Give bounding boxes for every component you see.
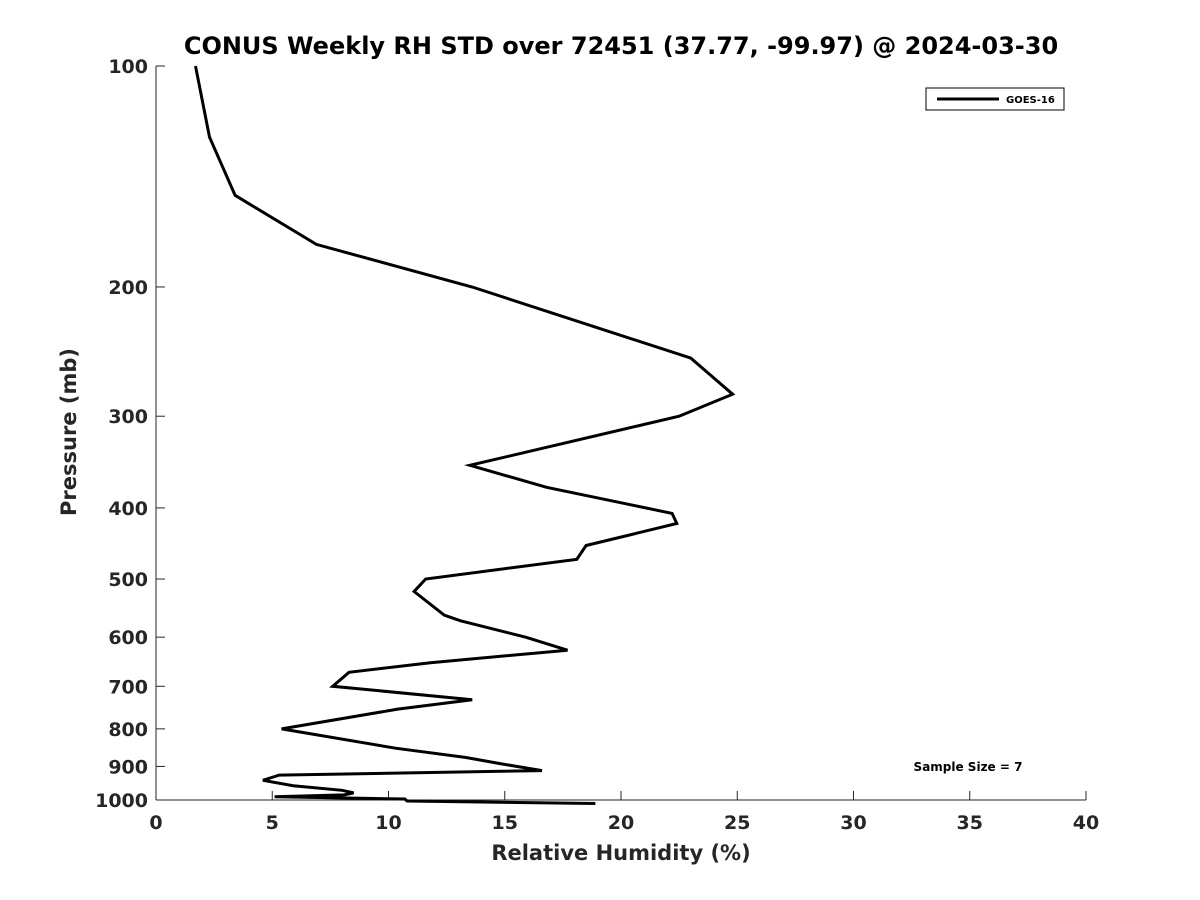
y-tick-label: 700 (108, 676, 148, 698)
x-tick-label: 10 (375, 812, 401, 834)
y-tick-label: 400 (108, 498, 148, 520)
x-tick-label: 5 (266, 812, 279, 834)
y-tick-label: 300 (108, 406, 148, 428)
y-tick-label: 200 (108, 277, 148, 299)
legend: GOES-16 (925, 87, 1065, 111)
sample-size-annotation: Sample Size = 7 (914, 760, 1023, 774)
chart-title: CONUS Weekly RH STD over 72451 (37.77, -… (184, 32, 1058, 60)
y-axis-ticks: 100 200 300 400 500 600 700 800 900 1000 (95, 56, 165, 812)
x-tick-label: 15 (492, 812, 518, 834)
y-tick-label: 600 (108, 627, 148, 649)
x-axis-ticks: 0 5 10 15 20 25 30 35 40 (149, 791, 1099, 834)
y-tick-label: 1000 (95, 790, 148, 812)
legend-entry-goes-16: GOES-16 (1006, 95, 1055, 106)
x-tick-label: 25 (724, 812, 750, 834)
x-axis-label: Relative Humidity (%) (491, 841, 750, 865)
y-axis-label: Pressure (mb) (57, 348, 81, 516)
x-tick-label: 40 (1073, 812, 1099, 834)
x-tick-label: 20 (608, 812, 634, 834)
y-tick-label: 100 (108, 56, 148, 78)
y-tick-label: 800 (108, 719, 148, 741)
y-tick-label: 900 (108, 756, 148, 778)
y-tick-label: 500 (108, 569, 148, 591)
x-tick-label: 35 (957, 812, 983, 834)
x-tick-label: 30 (840, 812, 866, 834)
series-layer (194, 65, 736, 805)
series-line-goes-16 (194, 65, 736, 805)
x-tick-label: 0 (149, 812, 162, 834)
